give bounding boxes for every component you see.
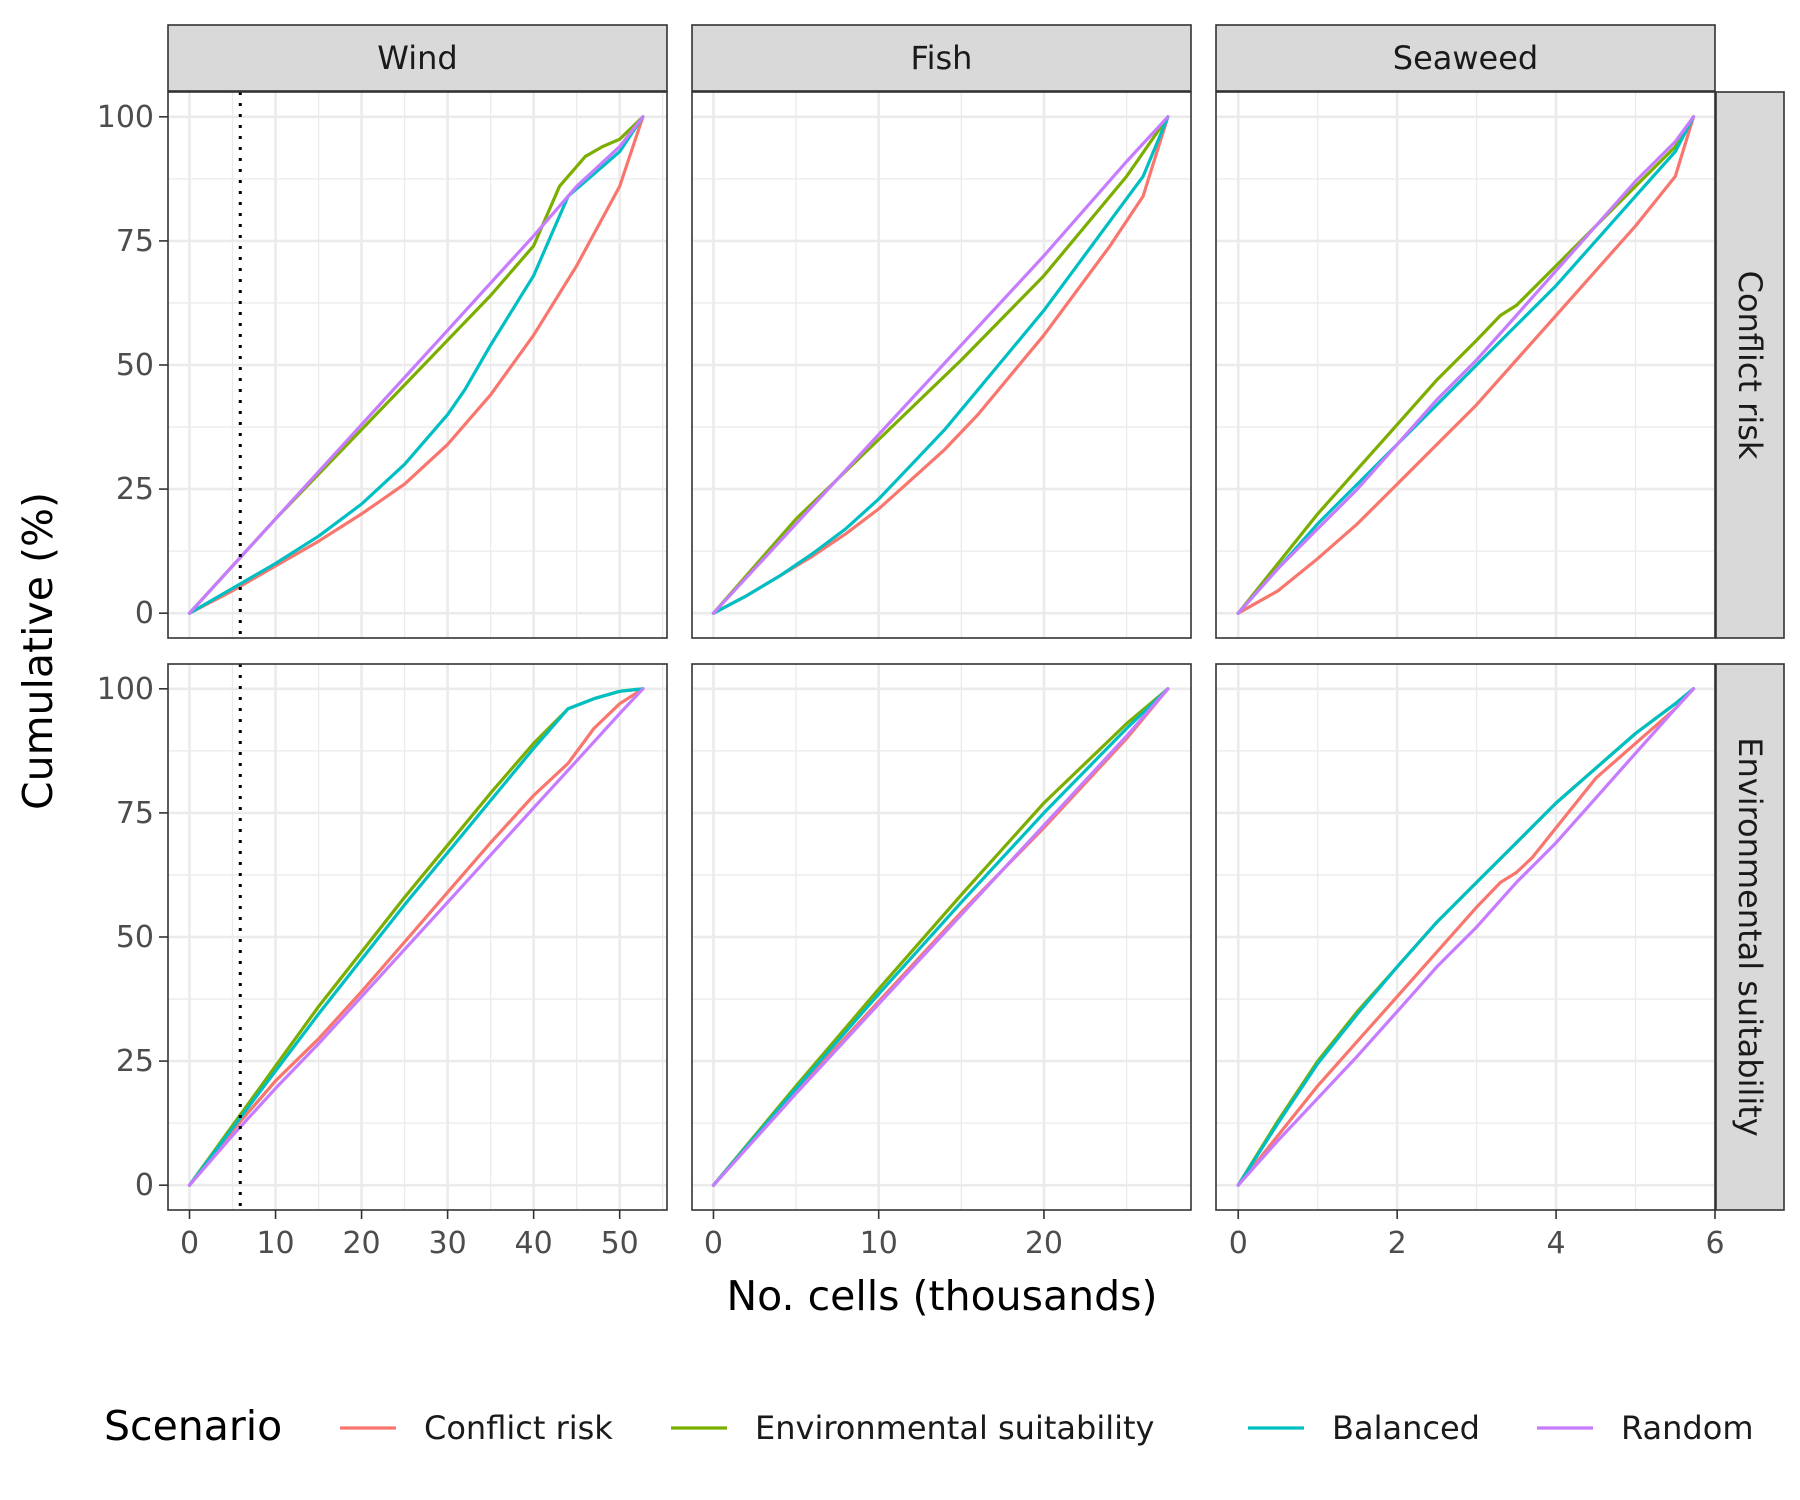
panel-conflict-risk-seaweed: [1215, 91, 1717, 639]
facet-strip-label: Seaweed: [1393, 39, 1538, 77]
facet-strip-conflict-risk: [1715, 91, 1785, 639]
facet-strip-seaweed: [1215, 24, 1716, 92]
legend-label-balanced: Balanced: [1332, 1409, 1480, 1447]
series-line-random: [1236, 687, 1696, 1187]
series-line-balanced: [1236, 115, 1696, 615]
series-line-random: [187, 115, 645, 615]
panel-conflict-risk-fish: [691, 91, 1192, 639]
series-line-random: [711, 115, 1170, 615]
facet-strips: Wind Fish Seaweed Conflict risk Environmenta…: [167, 24, 1785, 1211]
panel-environmental-suitability-seaweed: [1215, 663, 1717, 1211]
y-tick-label: 100: [97, 672, 154, 707]
series-line-random: [1236, 115, 1696, 615]
series-line-conflict-risk: [187, 115, 645, 615]
facet-strip-label: Wind: [377, 39, 457, 77]
facet-strip-label: Fish: [911, 39, 973, 77]
y-axis-title: Cumulative (%): [14, 492, 62, 810]
series-line-balanced: [711, 687, 1170, 1187]
legend-label-conflict-risk: Conflict risk: [424, 1409, 613, 1447]
series-line-conflict-risk: [187, 687, 645, 1187]
x-axis-title: No. cells (thousands): [726, 1272, 1157, 1320]
x-tick-label: 40: [515, 1226, 553, 1261]
x-tick-label: 10: [860, 1226, 898, 1261]
facet-strip-fish: [691, 24, 1192, 92]
series-line-environmental-suitability: [711, 115, 1170, 615]
panel-border: [1215, 91, 1716, 639]
series-line-conflict-risk: [1236, 115, 1696, 615]
facet-strip-environmental-suitability: [1715, 663, 1785, 1211]
x-tick-label: 2: [1388, 1226, 1407, 1261]
y-tick-label: 25: [116, 1044, 154, 1079]
x-tick-label: 20: [342, 1226, 380, 1261]
x-tick-label: 0: [1229, 1226, 1248, 1261]
series-line-random: [187, 687, 645, 1187]
x-tick-label: 4: [1547, 1226, 1566, 1261]
facet-strip-label: Conflict risk: [1731, 271, 1769, 460]
x-tick-label: 30: [429, 1226, 467, 1261]
series-line-conflict-risk: [711, 687, 1170, 1187]
series-line-balanced: [1236, 687, 1696, 1187]
axis-ticks: 0 25 50 75 100 0 25 50 75 100 0 10 20 30 40 50 0 10 20 0 2 4 6: [97, 100, 1725, 1261]
panel-conflict-risk-wind: [167, 91, 668, 639]
legend-label-random: Random: [1621, 1409, 1753, 1447]
y-tick-label: 0: [135, 596, 154, 631]
y-tick-label: 25: [116, 472, 154, 507]
panel-border: [691, 91, 1192, 639]
series-line-environmental-suitability: [1236, 115, 1696, 615]
x-tick-label: 50: [601, 1226, 639, 1261]
panel-border: [691, 663, 1192, 1211]
series-line-balanced: [187, 687, 645, 1187]
panels-layer: [167, 91, 1717, 1211]
series-line-balanced: [187, 115, 645, 615]
legend: Scenario Conflict risk Environmental suit…: [104, 1402, 1753, 1450]
series-line-random: [711, 687, 1170, 1187]
x-tick-label: 20: [1025, 1226, 1063, 1261]
series-line-balanced: [711, 115, 1170, 615]
y-tick-label: 0: [135, 1168, 154, 1203]
series-line-conflict-risk: [1236, 687, 1696, 1187]
x-tick-label: 6: [1705, 1226, 1724, 1261]
legend-title: Scenario: [104, 1402, 282, 1450]
panel-border: [1215, 663, 1716, 1211]
x-tick-label: 10: [256, 1226, 294, 1261]
y-tick-label: 75: [116, 224, 154, 259]
panel-environmental-suitability-fish: [691, 663, 1192, 1211]
series-line-environmental-suitability: [711, 687, 1170, 1187]
facet-strip-label: Environmental suitability: [1731, 737, 1769, 1136]
panel-environmental-suitability-wind: [167, 663, 668, 1211]
facet-strip-wind: [167, 24, 668, 92]
y-tick-label: 100: [97, 100, 154, 135]
y-tick-label: 50: [116, 348, 154, 383]
x-tick-label: 0: [704, 1226, 723, 1261]
y-tick-label: 75: [116, 796, 154, 831]
legend-label-environmental-suitability: Environmental suitability: [755, 1409, 1154, 1447]
x-tick-label: 0: [180, 1226, 199, 1261]
y-tick-label: 50: [116, 920, 154, 955]
